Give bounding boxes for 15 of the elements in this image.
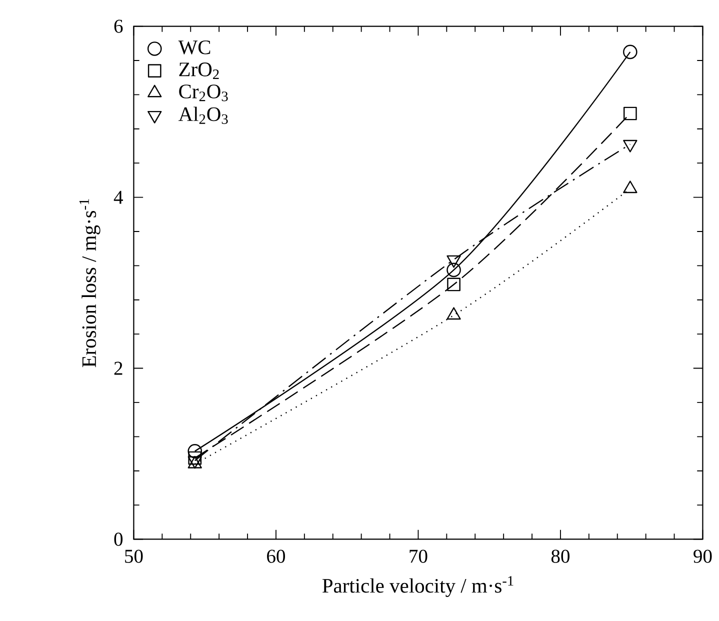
y-axis-title: Erosion loss / mg·s$^{-1}$ bbox=[79, 198, 100, 368]
x-tick-label: 90 bbox=[694, 550, 712, 563]
legend-label: Cr$_{2}$O$_{3}$ bbox=[179, 84, 228, 102]
x-axis-title: Particle velocity / m·s$^{-1}$ bbox=[322, 576, 514, 597]
legend-label: Al$_{2}$O$_{3}$ bbox=[178, 106, 228, 124]
x-tick-label: 70 bbox=[410, 550, 428, 563]
x-tick-label: 50 bbox=[125, 550, 143, 563]
y-tick-label: 0 bbox=[114, 532, 123, 546]
legend-label: ZrO$_{2}$ bbox=[179, 62, 219, 79]
x-tick-label: 80 bbox=[551, 550, 570, 563]
y-tick-label: 6 bbox=[114, 20, 123, 33]
y-tick-label: 2 bbox=[114, 362, 122, 375]
x-tick-label: 60 bbox=[267, 550, 286, 563]
legend-label: WC bbox=[178, 40, 210, 54]
y-tick-label: 4 bbox=[114, 190, 123, 204]
